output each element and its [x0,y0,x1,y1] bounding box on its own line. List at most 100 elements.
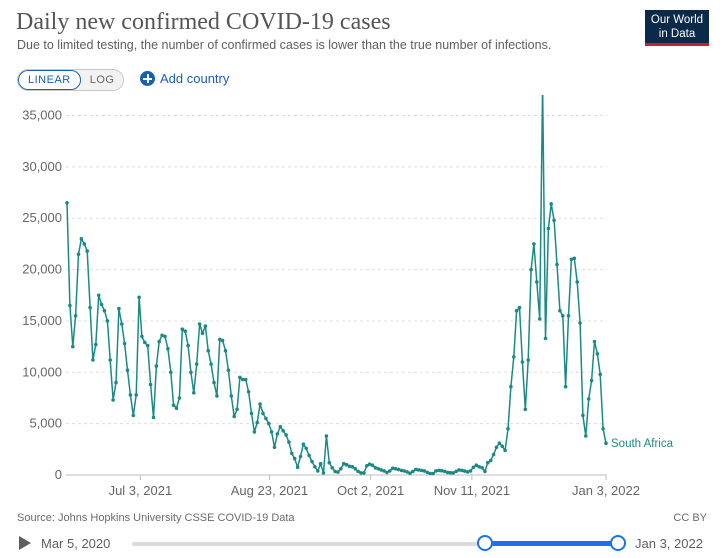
data-point [517,305,522,310]
data-point [494,445,499,450]
license-label[interactable]: CC BY [673,512,707,524]
timeline: Mar 5, 2020 Jan 3, 2022 [0,530,720,558]
data-point [356,469,360,474]
data-point [68,303,72,308]
data-point [558,308,562,313]
log-scale-button[interactable]: LOG [89,74,115,86]
data-point [439,468,444,473]
data-point [235,407,239,412]
data-point [408,471,412,476]
data-point [336,470,340,474]
data-point [122,341,127,346]
data-point [382,469,386,473]
data-point [411,469,415,474]
data-point [491,452,496,457]
data-point [186,343,190,348]
data-point [598,372,602,377]
data-point [232,414,236,419]
data-point [209,362,213,366]
data-point [307,453,311,458]
data-point [169,370,173,375]
y-tick-label: 5,000 [29,416,62,431]
y-axis-ticks: 0 5,000 10,000 15,000 20,000 25,000 30,000 35,0… [22,108,62,482]
data-point [310,459,314,464]
data-point [85,249,89,253]
data-point [448,470,453,475]
scale-toggle: LINEAR LOG [17,69,125,91]
data-point [65,201,69,205]
timeline-track[interactable] [132,542,618,546]
x-axis-ticks: Jul 3, 2021 Aug 23, 2021 Oct 2, 2021 Nov 11… [109,475,640,498]
data-point [529,267,533,272]
data-point [94,342,98,347]
data-point [290,451,294,456]
data-point [243,377,248,382]
data-point [572,256,577,261]
data-point [578,321,582,325]
data-point [267,421,271,426]
logo-line-1: Our World [650,14,704,26]
data-point [506,427,510,431]
data-point [154,364,159,368]
data-point [143,340,147,345]
data-point [99,302,104,307]
data-point [563,384,568,389]
linear-scale-button[interactable]: LINEAR [18,70,81,90]
data-point [316,469,320,473]
x-tick-label: Jul 3, 2021 [109,483,173,498]
data-point [595,352,600,356]
data-point [474,463,479,468]
data-point [229,394,234,398]
timeline-start-date: Mar 5, 2020 [41,536,111,551]
data-point [471,465,476,470]
data-point [566,314,571,318]
owid-logo[interactable]: Our World in Data [645,10,709,46]
data-point [552,218,556,223]
data-point [157,339,161,344]
add-country-button[interactable]: Add country [140,71,229,86]
data-point [500,444,505,449]
data-point [428,471,433,476]
data-point [88,305,92,310]
gridlines [66,115,607,476]
data-point [604,441,608,446]
data-point [238,375,242,380]
data-point [546,226,551,231]
data-point [581,413,585,418]
y-tick-label: 10,000 [22,364,62,379]
data-point [241,377,245,382]
y-tick-label: 25,000 [22,210,62,225]
data-point [434,469,438,473]
data-point [425,470,430,475]
data-point [503,448,507,453]
data-point [140,334,144,339]
data-point [379,468,384,472]
timeline-start-handle[interactable] [477,535,493,551]
data-point [365,464,369,468]
data-point [163,334,167,339]
timeline-end-handle[interactable] [610,535,626,551]
data-point [497,441,502,446]
data-point [535,280,539,284]
y-tick-label: 0 [55,467,62,482]
data-point [405,470,409,474]
data-point [483,469,487,474]
data-point [137,295,141,300]
data-point [71,344,75,349]
data-point [218,337,222,342]
data-point [445,470,450,475]
data-point [183,329,187,333]
play-icon[interactable] [19,536,31,550]
series-layer: South Africa [65,95,674,476]
data-point [419,468,424,473]
data-point [584,434,588,438]
data-point [367,462,372,467]
data-point [295,465,300,470]
data-point [258,402,262,406]
data-point [194,362,199,366]
data-point [226,368,231,373]
data-point [520,360,525,364]
data-point [79,237,84,241]
y-tick-label: 30,000 [22,159,62,174]
data-point [108,358,112,362]
